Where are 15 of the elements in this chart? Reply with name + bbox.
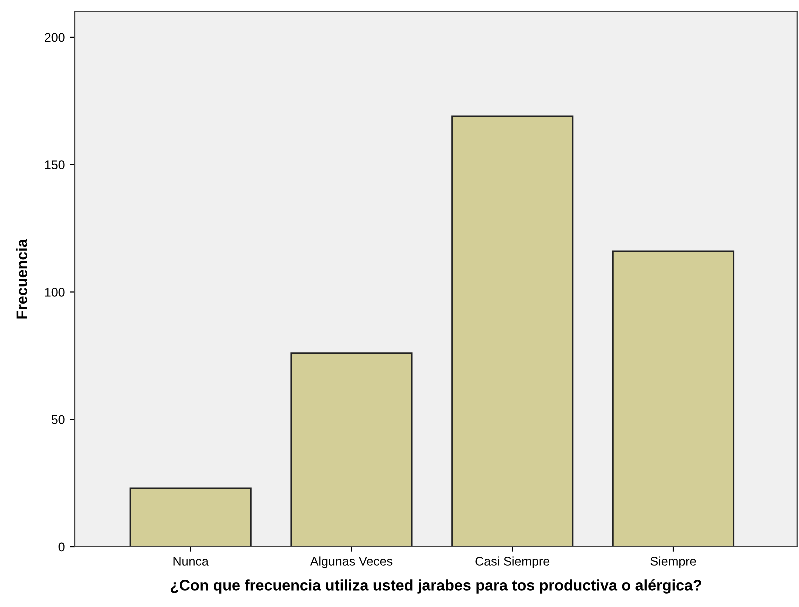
bar — [290, 352, 413, 547]
x-tick-label: Nunca — [174, 557, 209, 566]
y-tick-label: 50 — [52, 415, 65, 424]
y-tick-label: 100 — [45, 288, 65, 297]
y-tick-label: 150 — [45, 160, 65, 170]
x-tick-label: Algunas Veces — [310, 556, 393, 568]
y-tick-label: 200 — [45, 33, 65, 42]
y-tick-label: 0 — [58, 542, 65, 552]
x-axis-title: ¿Con que frecuencia utiliza usted jarabes para tos productiva o alérgica? — [170, 579, 702, 594]
y-axis-title: Frecuencia — [16, 239, 28, 319]
x-tick-label: Siempre — [650, 556, 696, 568]
bar — [130, 488, 252, 547]
x-tick-label: Casi Siempre — [476, 556, 550, 568]
bar — [612, 250, 735, 547]
bar — [452, 116, 574, 547]
